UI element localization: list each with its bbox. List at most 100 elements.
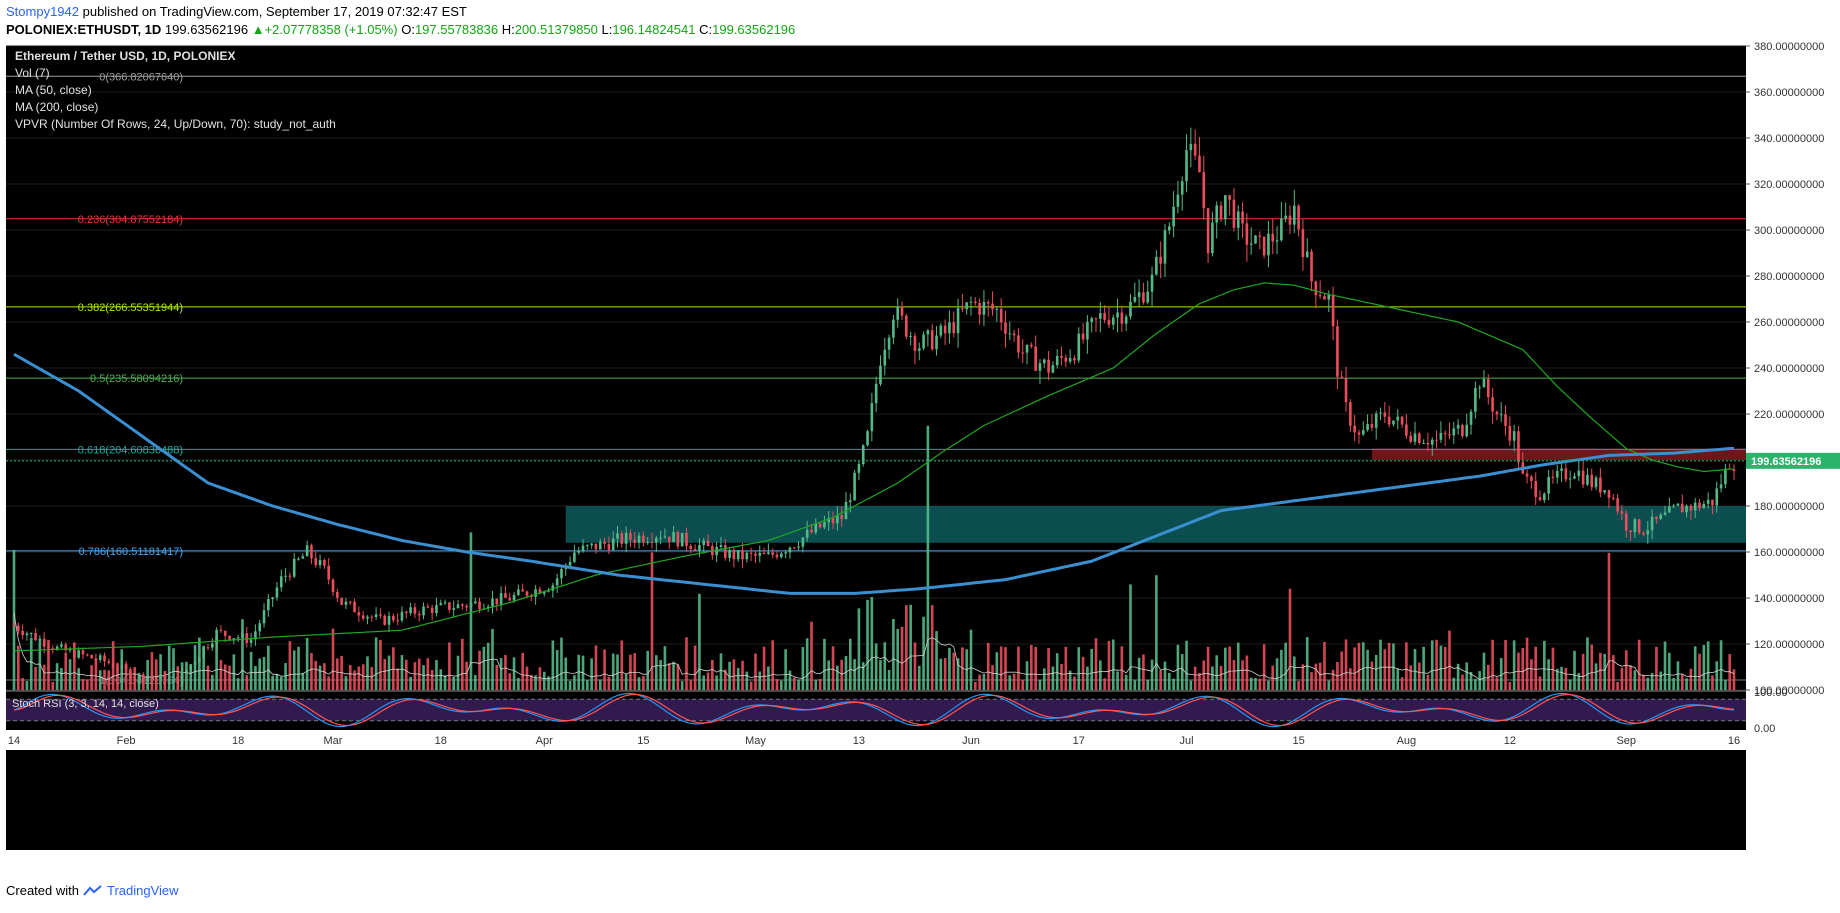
candle-body	[409, 607, 412, 614]
volume-bar	[702, 675, 706, 690]
candle-body	[370, 616, 374, 618]
time-axis[interactable]: 14 Feb 18 Mar 18 Apr 15 May 13 Jun 17 Jul 15 Aug 12 Sep…	[6, 730, 1746, 750]
volume-bar	[1577, 673, 1581, 690]
volume-bar	[1047, 647, 1050, 690]
volume-bar	[1564, 667, 1568, 690]
candle-body	[1465, 424, 1469, 437]
volume-bar	[995, 652, 999, 690]
time-tick-label: 13	[853, 735, 865, 747]
volume-bar	[900, 626, 904, 690]
candle-body	[1353, 425, 1356, 433]
candle-body	[1711, 499, 1714, 506]
volume-bar	[874, 643, 878, 690]
candle-body	[827, 518, 831, 523]
candle-body	[1439, 432, 1443, 440]
volume-bar	[616, 654, 619, 690]
volume-bar	[685, 637, 688, 690]
volume-bar	[642, 676, 645, 690]
fib-label: 0(366.82067640)	[99, 71, 183, 83]
candle-body	[267, 599, 270, 611]
volume-bar	[1086, 666, 1089, 690]
volume-bar	[805, 638, 809, 690]
volume-bar	[1340, 651, 1344, 690]
volume-bar	[1111, 639, 1115, 690]
volume-bar	[1624, 650, 1628, 690]
candle-body	[909, 335, 912, 337]
candle-body	[788, 547, 792, 553]
candle-body	[797, 546, 800, 548]
volume-bar	[1017, 646, 1020, 690]
volume-bar	[64, 652, 68, 690]
candle-body	[1629, 530, 1632, 533]
candle-body	[331, 579, 335, 593]
candle-body	[1706, 499, 1710, 504]
volume-bar	[430, 670, 434, 690]
candle-body	[581, 545, 585, 551]
candle-body	[767, 552, 770, 554]
candle-body	[1314, 281, 1318, 296]
candle-body	[676, 532, 680, 547]
candles	[12, 127, 1736, 689]
candle-body	[1172, 206, 1175, 227]
volume-bar	[603, 649, 606, 690]
candle-body	[198, 657, 201, 663]
volume-bar	[129, 671, 132, 690]
candle-body	[573, 552, 576, 562]
candle-body	[1241, 211, 1244, 224]
candle-body	[1702, 503, 1706, 509]
volume-bar	[547, 676, 550, 690]
volume-bar	[1124, 674, 1128, 690]
candle-body	[228, 635, 231, 640]
volume-bar	[1198, 672, 1201, 690]
candle-body	[952, 322, 956, 334]
candle-body	[288, 575, 292, 577]
open-label: O:	[401, 22, 415, 37]
candle-body	[922, 334, 925, 349]
candle-body	[1504, 414, 1507, 426]
volume-bar	[361, 664, 365, 690]
volume-bar	[1142, 654, 1145, 690]
volume-bar	[210, 674, 214, 690]
author-link[interactable]: Stompy1942	[6, 4, 79, 19]
candle-body	[517, 589, 520, 595]
candle-body	[301, 556, 305, 559]
candle-body	[1155, 256, 1158, 275]
candle-body	[896, 306, 900, 320]
candle-body	[1564, 468, 1568, 480]
volume-bar	[1629, 665, 1632, 690]
candle-body	[1547, 476, 1550, 494]
price-chart[interactable]: 0(366.82067640) 0.236(304.87552184) 0.382(…	[0, 40, 1840, 880]
volume-bar	[25, 681, 29, 690]
created-with-text: Created with	[6, 883, 79, 898]
volume-bar	[1693, 646, 1697, 690]
volume-bar	[1646, 677, 1650, 690]
candle-body	[1616, 498, 1619, 512]
volume-bar	[1547, 659, 1550, 690]
price-axis[interactable]: 380.00000000 360.00000000 340.00000000 320.…	[1746, 41, 1840, 850]
candle-body	[598, 541, 602, 550]
legend-ma200: MA (200, close)	[15, 100, 98, 114]
volume-bar	[991, 665, 994, 690]
volume-bar	[1094, 638, 1098, 690]
volume-bar	[999, 646, 1003, 690]
volume-bar	[1698, 653, 1701, 690]
volume-bar	[443, 675, 447, 690]
volume-bar	[745, 671, 749, 690]
tradingview-link[interactable]: TradingView	[106, 883, 179, 898]
volume-bar	[1456, 663, 1460, 690]
volume-bar	[840, 659, 843, 690]
price-tick-label: 280.00000000	[1754, 271, 1824, 283]
candle-body	[210, 643, 214, 648]
volume-bar	[861, 662, 865, 690]
candle-body	[1586, 474, 1589, 485]
volume-bar	[1292, 656, 1296, 690]
volume-bar	[1551, 647, 1555, 690]
candle-body	[1530, 476, 1533, 482]
candle-body	[1611, 497, 1615, 499]
volume-bar	[279, 676, 283, 690]
volume-bar	[348, 665, 352, 690]
volume-bar	[1642, 674, 1645, 690]
volume-bar	[215, 637, 218, 690]
volume-bar	[1590, 644, 1594, 690]
volume-bar	[228, 665, 231, 690]
